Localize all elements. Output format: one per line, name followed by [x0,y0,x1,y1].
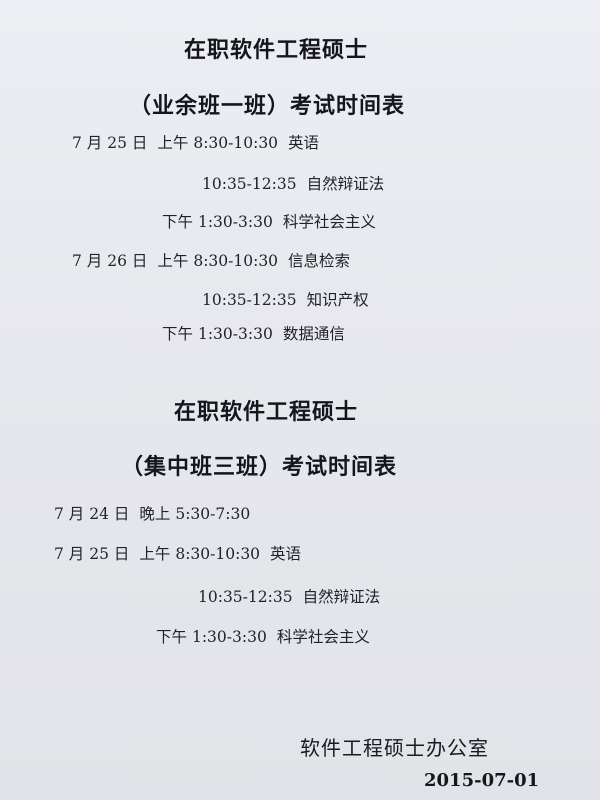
exam-time: 8:30-10:30 [193,252,279,270]
exam-date: 7 月 25 日 [72,134,148,152]
schedule-row: 下午 1:30-3:30 科学社会主义 [156,625,370,647]
section1-subtitle: （业余班一班）考试时间表 [129,94,406,119]
exam-time: 1:30-3:30 [197,213,273,231]
exam-time: 10:35-12:35 [202,175,297,193]
exam-subject: 信息检索 [288,252,351,270]
section2-title: 在职软件工程硕士 [174,400,359,425]
exam-period: 下午 [162,325,194,343]
exam-period: 上午 [157,252,189,270]
exam-time: 5:30-7:30 [175,505,251,523]
exam-subject: 科学社会主义 [276,628,370,646]
exam-subject: 英语 [288,134,320,152]
schedule-row: 10:35-12:35 自然辩证法 [202,172,384,194]
exam-time: 1:30-3:30 [197,325,273,343]
exam-subject: 英语 [270,545,302,563]
schedule-row: 7 月 26 日上午 8:30-10:30 信息检索 [72,249,350,271]
exam-time: 10:35-12:35 [198,588,293,606]
schedule-row: 7 月 25 日上午 8:30-10:30 英语 [72,131,319,153]
exam-time: 8:30-10:30 [193,134,279,152]
issue-date: 2015-07-01 [424,770,540,791]
exam-subject: 科学社会主义 [282,213,376,231]
exam-period: 晚上 [139,505,171,523]
exam-time: 10:35-12:35 [202,291,297,309]
schedule-row: 下午 1:30-3:30 数据通信 [162,322,345,344]
schedule-row: 7 月 25 日上午 8:30-10:30 英语 [54,542,301,564]
exam-subject: 自然辩证法 [306,175,385,193]
schedule-row: 下午 1:30-3:30 科学社会主义 [162,210,376,232]
exam-date: 7 月 25 日 [54,545,130,563]
exam-period: 下午 [156,628,188,646]
exam-subject: 数据通信 [282,325,345,343]
exam-date: 7 月 24 日 [54,505,130,523]
schedule-row: 7 月 24 日晚上 5:30-7:30 [54,502,250,524]
section2-subtitle: （集中班三班）考试时间表 [121,455,398,480]
exam-time: 8:30-10:30 [175,545,261,563]
exam-date: 7 月 26 日 [72,252,148,270]
section1-title: 在职软件工程硕士 [184,38,369,63]
issuing-office: 软件工程硕士办公室 [300,736,489,760]
exam-period: 上午 [139,545,171,563]
exam-subject: 自然辩证法 [302,588,381,606]
schedule-row: 10:35-12:35 知识产权 [202,288,369,310]
exam-period: 下午 [162,213,194,231]
exam-time: 1:30-3:30 [191,628,267,646]
schedule-row: 10:35-12:35 自然辩证法 [198,585,380,607]
exam-subject: 知识产权 [306,291,369,309]
exam-period: 上午 [157,134,189,152]
